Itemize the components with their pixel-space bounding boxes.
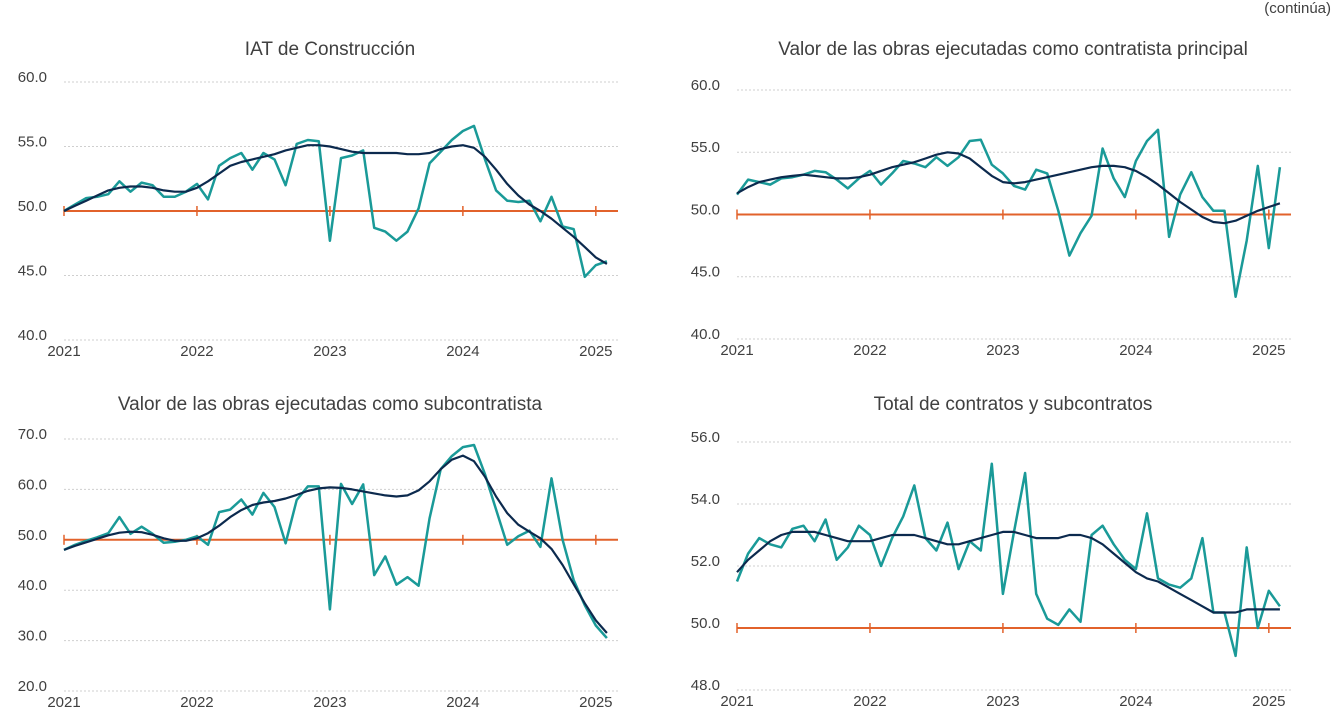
chart-title: Total de contratos y subcontratos	[874, 394, 1153, 415]
x-tick-label: 2025	[1252, 342, 1285, 359]
x-tick-label: 2023	[986, 342, 1019, 359]
y-tick-label: 52.0	[691, 553, 720, 570]
y-tick-label: 50.0	[18, 198, 47, 215]
y-tick-label: 50.0	[18, 527, 47, 544]
y-tick-label: 40.0	[18, 327, 47, 344]
y-tick-label: 55.0	[18, 133, 47, 150]
chart-title: IAT de Construcción	[245, 39, 415, 60]
y-tick-label: 54.0	[691, 491, 720, 508]
y-tick-label: 45.0	[691, 264, 720, 281]
y-tick-label: 30.0	[18, 628, 47, 645]
line-series	[63, 454, 608, 634]
y-tick-label: 40.0	[691, 326, 720, 343]
x-tick-label: 2021	[720, 693, 753, 710]
x-tick-label: 2023	[313, 694, 346, 711]
x-tick-label: 2022	[853, 693, 886, 710]
x-tick-label: 2025	[1252, 693, 1285, 710]
x-tick-label: 2025	[579, 694, 612, 711]
x-tick-label: 2021	[47, 343, 80, 360]
x-tick-label: 2023	[313, 343, 346, 360]
y-tick-label: 20.0	[18, 678, 47, 695]
chart-title: Valor de las obras ejecutadas como subco…	[118, 394, 543, 415]
note: (continúa)	[1264, 0, 1331, 17]
y-tick-label: 56.0	[691, 429, 720, 446]
chart-title: Valor de las obras ejecutadas como contr…	[778, 39, 1248, 60]
y-tick-label: 50.0	[691, 201, 720, 218]
line-series	[63, 144, 608, 265]
x-tick-label: 2024	[446, 694, 479, 711]
line-series	[63, 443, 608, 639]
x-tick-label: 2022	[180, 694, 213, 711]
y-tick-label: 60.0	[691, 77, 720, 94]
x-tick-label: 2022	[853, 342, 886, 359]
x-tick-label: 2024	[446, 343, 479, 360]
x-tick-label: 2021	[720, 342, 753, 359]
line-series	[735, 462, 1281, 658]
x-tick-label: 2022	[180, 343, 213, 360]
x-tick-label: 2021	[47, 694, 80, 711]
y-tick-label: 50.0	[691, 615, 720, 632]
line-series	[736, 151, 1281, 225]
y-tick-label: 60.0	[18, 69, 47, 86]
x-tick-label: 2025	[579, 343, 612, 360]
y-tick-label: 48.0	[691, 677, 720, 694]
y-tick-label: 60.0	[18, 476, 47, 493]
x-tick-label: 2024	[1119, 693, 1152, 710]
y-tick-label: 55.0	[691, 139, 720, 156]
y-tick-label: 40.0	[18, 577, 47, 594]
y-tick-label: 70.0	[18, 426, 47, 443]
line-series	[735, 128, 1282, 298]
x-tick-label: 2024	[1119, 342, 1152, 359]
line-series	[736, 530, 1280, 614]
y-tick-label: 45.0	[18, 262, 47, 279]
x-tick-label: 2023	[986, 693, 1019, 710]
